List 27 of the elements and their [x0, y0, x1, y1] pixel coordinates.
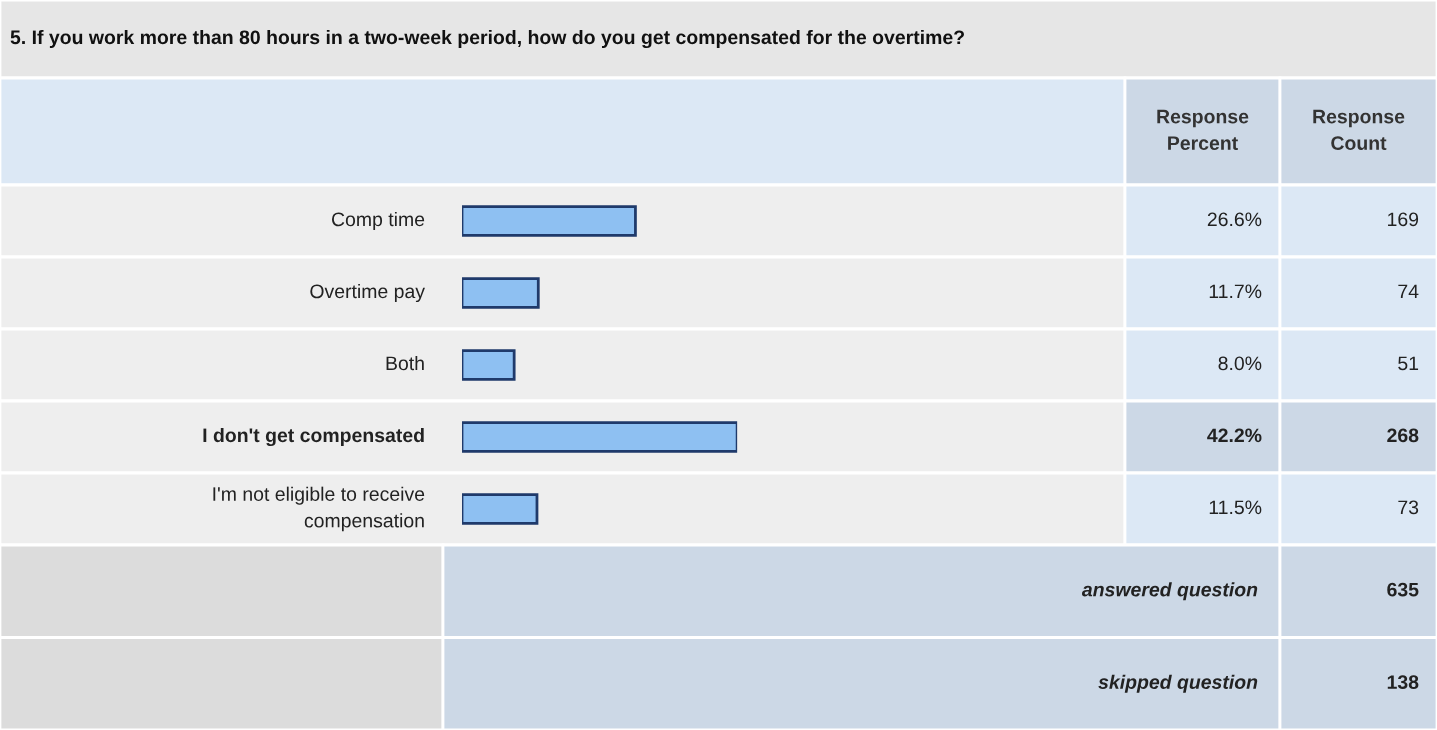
text: 73	[1398, 500, 1419, 515]
bar	[462, 421, 738, 453]
text: 138	[1387, 675, 1419, 689]
data-label: 8.0%	[1218, 356, 1262, 371]
text: skipped question	[1098, 674, 1258, 693]
y-tick-label: Comp time	[331, 211, 425, 231]
text: 169	[1388, 212, 1419, 227]
chart-title: 5. If you work more than 80 hours in a two-week period, how do you get compensated for the overtime?	[10, 29, 964, 49]
text: 51	[1398, 356, 1419, 371]
data-label: 11.7%	[1209, 284, 1262, 299]
y-tick-label: Both	[386, 355, 424, 371]
text: Response Percent	[1157, 109, 1249, 151]
bar	[462, 205, 637, 237]
y-tick-label: Overtime pay	[310, 283, 425, 303]
data-label: 11.5%	[1209, 500, 1262, 515]
y-tick-label: I don't get compensated	[203, 427, 424, 447]
y-tick-label: I'm not eligible to receive compensation	[213, 486, 425, 532]
text: answered question	[1081, 582, 1258, 601]
bar	[462, 493, 539, 525]
text: 635	[1387, 582, 1419, 597]
text: Response Count	[1313, 109, 1405, 151]
data-label: 42.2%	[1207, 428, 1262, 443]
text: 74	[1398, 284, 1419, 299]
bar	[462, 277, 540, 309]
bar	[462, 349, 516, 381]
text: 268	[1387, 428, 1419, 443]
data-label: 26.6%	[1207, 212, 1262, 227]
